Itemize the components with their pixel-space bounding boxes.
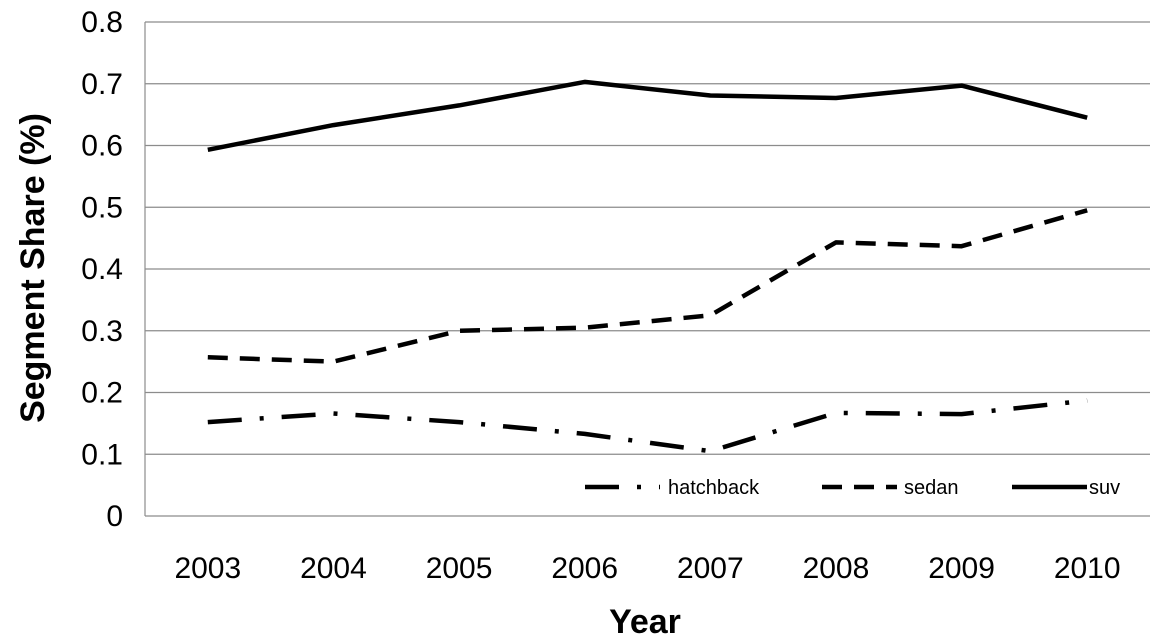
x-tick-label: 2005 xyxy=(426,552,493,585)
legend-label-suv: suv xyxy=(1089,477,1120,499)
x-tick-label: 2006 xyxy=(551,552,618,585)
y-tick-label: 0.2 xyxy=(81,377,123,410)
y-tick-label: 0.4 xyxy=(81,253,123,286)
x-tick-label: 2004 xyxy=(300,552,367,585)
x-tick-label: 2010 xyxy=(1054,552,1121,585)
series-line-sedan xyxy=(207,208,1088,364)
x-tick-label: 2003 xyxy=(174,552,241,585)
axes xyxy=(144,22,1150,517)
x-tick-label: 2008 xyxy=(803,552,870,585)
x-tick-label: 2009 xyxy=(928,552,995,585)
y-tick-label: 0.6 xyxy=(81,130,123,163)
x-tick-label: 2007 xyxy=(677,552,744,585)
gridlines xyxy=(145,21,1150,455)
y-tick-label: 0.1 xyxy=(81,438,123,471)
y-axis-title: Segment Share (%) xyxy=(14,113,52,423)
y-tick-label: 0.5 xyxy=(81,191,123,224)
y-tick-label: 0.8 xyxy=(81,6,123,39)
y-tick-label: 0.3 xyxy=(81,315,123,348)
legend: hatchback sedan suv xyxy=(585,477,1120,499)
series-line-suv xyxy=(207,79,1088,153)
legend-label-hatchback: hatchback xyxy=(668,477,760,499)
legend-label-sedan: sedan xyxy=(904,477,959,499)
y-tick-label: 0.7 xyxy=(81,68,123,101)
series-line-hatchback xyxy=(207,398,1088,454)
x-axis-title: Year xyxy=(609,603,681,641)
y-tick-label: 0 xyxy=(106,500,123,533)
x-tick-labels: 2003 2004 2005 2006 2007 2008 2009 2010 xyxy=(174,552,1120,585)
series-lines xyxy=(207,79,1088,454)
y-tick-labels: 0 0.1 0.2 0.3 0.4 0.5 0.6 0.7 0.8 xyxy=(81,6,123,533)
